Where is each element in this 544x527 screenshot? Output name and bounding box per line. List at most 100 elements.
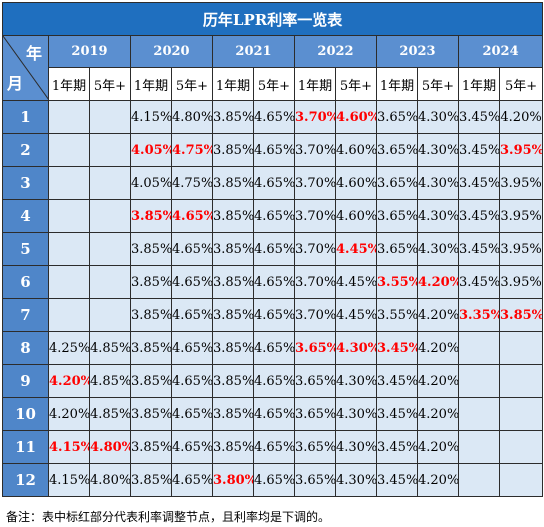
rate-cell: 3.45%: [458, 265, 500, 299]
rate-cell: 3.45%: [376, 463, 418, 497]
rate-cell: 4.60%: [335, 166, 377, 200]
rate-cell: [89, 265, 131, 299]
rate-cell: 3.65%: [294, 463, 336, 497]
rate-cell: 3.70%: [294, 298, 336, 332]
rate-cell: 4.65%: [171, 364, 213, 398]
month-label: 4: [2, 199, 49, 233]
rate-cell: 4.05%: [130, 166, 172, 200]
rate-cell: 3.85%: [130, 232, 172, 266]
rate-cell: [48, 133, 90, 167]
term-5y-header: 5年+: [417, 67, 459, 101]
rate-cell: 3.85%: [130, 364, 172, 398]
rate-cell: 3.95%: [498, 232, 544, 266]
rate-cell: 3.70%: [294, 232, 336, 266]
rate-cell: 3.85%: [130, 430, 172, 464]
rate-cell: 4.85%: [89, 364, 131, 398]
table-body: 历年LPR利率一览表 年 月 2019 2020 2021 2022 2023 2024 …: [1, 2, 544, 497]
rate-cell: 4.20%: [417, 265, 459, 299]
rate-cell: 3.85%: [130, 298, 172, 332]
rate-cell: 4.30%: [335, 430, 377, 464]
rate-cell: 4.30%: [417, 133, 459, 167]
rate-cell: 4.45%: [335, 265, 377, 299]
year-header-2020: 2020: [130, 35, 213, 68]
rate-cell: [498, 430, 544, 464]
term-5y-header: 5年+: [171, 67, 213, 101]
rate-cell: 4.65%: [253, 265, 295, 299]
rate-cell: [458, 364, 500, 398]
rate-cell: 4.15%: [48, 463, 90, 497]
rate-cell: 4.65%: [171, 430, 213, 464]
rate-cell: [48, 265, 90, 299]
rate-cell: 4.65%: [171, 232, 213, 266]
rate-cell: 4.85%: [89, 397, 131, 431]
rate-cell: 4.20%: [48, 364, 90, 398]
rate-cell: 4.60%: [335, 100, 377, 134]
year-header-2024: 2024: [457, 35, 544, 68]
term-5y-header: 5年+: [498, 67, 544, 101]
corner-month-label: 月: [7, 74, 24, 93]
rate-cell: 4.15%: [48, 430, 90, 464]
rate-cell: 3.65%: [294, 430, 336, 464]
rate-cell: 4.65%: [171, 397, 213, 431]
lpr-table: 历年LPR利率一览表 年 月 2019 2020 2021 2022 2023 2024 …: [1, 2, 544, 497]
rate-cell: 3.85%: [498, 298, 544, 332]
rate-cell: [458, 331, 500, 365]
rate-cell: 3.65%: [376, 232, 418, 266]
rate-cell: 4.65%: [253, 430, 295, 464]
rate-cell: 3.45%: [376, 364, 418, 398]
rate-cell: 3.85%: [212, 364, 254, 398]
term-1y-header: 1年期: [458, 67, 500, 101]
rate-cell: 4.65%: [253, 133, 295, 167]
rate-cell: 3.85%: [212, 265, 254, 299]
rate-cell: 3.80%: [212, 463, 254, 497]
term-1y-header: 1年期: [130, 67, 172, 101]
table-row: 2 4.05% 4.75% 3.85% 4.65% 3.70% 4.60% 3.65% 4.30…: [2, 133, 544, 167]
rate-cell: [498, 397, 544, 431]
rate-cell: 4.65%: [253, 166, 295, 200]
rate-cell: 3.95%: [498, 199, 544, 233]
table-row: 10 4.20% 4.85% 3.85% 4.65% 3.85% 4.65% 3.65% 4.3…: [2, 397, 544, 431]
rate-cell: [48, 298, 90, 332]
rate-cell: [458, 430, 500, 464]
month-label: 10: [2, 397, 49, 431]
footnote: 备注：表中标红部分代表利率调整节点，且利率均是下调的。: [6, 510, 331, 524]
rate-cell: 4.65%: [253, 397, 295, 431]
rate-cell: 4.30%: [417, 166, 459, 200]
rate-cell: [89, 166, 131, 200]
rate-cell: 4.15%: [130, 100, 172, 134]
rate-cell: 3.85%: [212, 232, 254, 266]
term-header-row: 1年期 5年+ 1年期 5年+ 1年期 5年+ 1年期 5年+ 1年期 5年+ 1年期 5年+: [3, 67, 544, 101]
rate-cell: 3.85%: [212, 199, 254, 233]
rate-cell: 4.80%: [89, 430, 131, 464]
rate-cell: 3.65%: [376, 166, 418, 200]
rate-cell: 4.60%: [335, 199, 377, 233]
rate-cell: [48, 232, 90, 266]
rate-cell: 3.65%: [294, 397, 336, 431]
rate-cell: 3.85%: [130, 463, 172, 497]
rate-cell: 4.20%: [417, 463, 459, 497]
rate-cell: 3.85%: [212, 331, 254, 365]
rate-cell: 4.65%: [171, 463, 213, 497]
rate-cell: 4.30%: [335, 397, 377, 431]
rate-cell: 4.25%: [48, 331, 90, 365]
rate-cell: 3.70%: [294, 199, 336, 233]
rate-cell: 4.65%: [253, 463, 295, 497]
rate-cell: [89, 232, 131, 266]
year-header-row: 年 月 2019 2020 2021 2022 2023 2024: [2, 35, 544, 101]
rate-cell: 3.35%: [458, 298, 500, 332]
rate-cell: 4.65%: [171, 265, 213, 299]
month-label: 12: [2, 463, 49, 497]
rate-cell: 3.65%: [294, 331, 336, 365]
rate-cell: 3.95%: [498, 265, 544, 299]
rate-cell: 4.65%: [171, 199, 213, 233]
table-title: 历年LPR利率一览表: [1, 2, 544, 36]
table-row: 6 3.85% 4.65% 3.85% 4.65% 3.70% 4.45% 3.55% 4.20…: [2, 265, 544, 299]
rate-cell: 4.20%: [498, 100, 544, 134]
month-label: 8: [2, 331, 49, 365]
rate-cell: 4.65%: [253, 199, 295, 233]
rate-cell: 4.80%: [89, 463, 131, 497]
rate-cell: [498, 364, 544, 398]
rate-cell: 3.95%: [498, 133, 544, 167]
month-label: 11: [2, 430, 49, 464]
rate-cell: 3.55%: [376, 265, 418, 299]
